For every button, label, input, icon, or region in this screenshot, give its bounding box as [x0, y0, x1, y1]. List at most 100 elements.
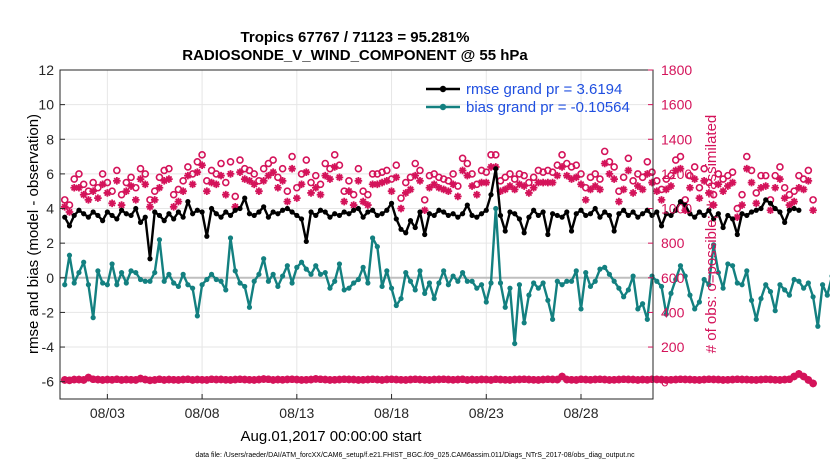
rmse-point [516, 216, 523, 222]
obs-assimilated-marker [771, 183, 779, 192]
obs-assimilated-marker [117, 376, 126, 384]
obs-assimilated-marker [473, 190, 481, 199]
rmse-point [649, 212, 655, 219]
rmse-point [450, 211, 456, 217]
rmse-point [85, 214, 92, 220]
rmse-point [540, 209, 546, 215]
obs-possible-marker [776, 163, 784, 171]
bias-point [639, 301, 646, 307]
obs-assimilated-marker [520, 375, 528, 384]
bias-point [763, 282, 769, 288]
bias-point [625, 287, 631, 293]
y2-axis-label: # of obs: o=possible; ∗=assimilated [703, 115, 720, 354]
obs-assimilated-marker [539, 178, 547, 187]
rmse-point [66, 223, 73, 229]
rmse-point [777, 209, 783, 215]
bias-point [317, 271, 324, 277]
obs-assimilated-marker [681, 375, 690, 384]
bias-point [602, 264, 608, 270]
bias-point [677, 263, 684, 269]
obs-assimilated-marker [544, 178, 552, 187]
obs-possible-marker [667, 171, 675, 180]
rmse-point [663, 211, 669, 217]
obs-assimilated-marker [392, 375, 401, 384]
rmse-point [767, 200, 774, 206]
bias-point [772, 308, 778, 314]
obs-assimilated-marker [250, 376, 258, 384]
obs-assimilated-marker [662, 376, 671, 384]
obs-assimilated-marker [671, 375, 680, 384]
rmse-point [474, 214, 480, 220]
bias-point [673, 276, 679, 283]
rmse-point [355, 205, 361, 212]
obs-possible-marker [179, 177, 187, 185]
rmse-point [639, 211, 646, 217]
rmse-point [175, 209, 182, 215]
obs-assimilated-marker [430, 375, 438, 384]
obs-assimilated-marker [548, 375, 557, 384]
obs-assimilated-marker [425, 183, 434, 192]
obs-assimilated-marker [496, 375, 505, 384]
rmse-point [583, 212, 589, 219]
chart-title: Tropics 67767 / 71123 = 95.281% [241, 29, 470, 46]
obs-possible-marker [506, 170, 514, 178]
obs-assimilated-marker [652, 187, 661, 196]
obs-possible-marker [804, 166, 813, 175]
bias-point [100, 280, 106, 286]
obs-assimilated-marker [65, 376, 74, 385]
bias-point [370, 235, 376, 241]
y-tick-label: -2 [42, 304, 55, 320]
obs-possible-marker [207, 166, 216, 175]
obs-possible-marker [330, 151, 339, 159]
bias-point [587, 283, 594, 290]
bias-point [90, 315, 96, 321]
rmse-point [687, 211, 693, 217]
obs-possible-marker [572, 161, 581, 170]
rmse-point [360, 214, 366, 220]
rmse-point [526, 214, 532, 220]
obs-possible-marker [349, 190, 358, 199]
rmse-point [464, 202, 470, 208]
obs-assimilated-marker [364, 375, 372, 384]
obs-assimilated-marker [439, 375, 448, 384]
bias-point [422, 290, 428, 296]
obs-assimilated-marker [226, 376, 235, 384]
obs-possible-marker [752, 189, 761, 197]
obs-assimilated-marker [733, 213, 742, 221]
bias-point [573, 268, 579, 274]
x-tick-label: 08/18 [374, 405, 409, 421]
bias-point [227, 235, 234, 241]
obs-assimilated-marker [562, 375, 571, 384]
obs-assimilated-marker [160, 177, 169, 185]
obs-assimilated-marker [79, 190, 88, 199]
rmse-point [554, 212, 560, 219]
rmse-point [398, 226, 404, 232]
bias-point [270, 271, 276, 277]
bias-point [81, 259, 87, 265]
obs-assimilated-marker [283, 197, 292, 206]
obs-assimilated-marker [113, 177, 121, 185]
rmse-point [100, 218, 106, 224]
obs-assimilated-marker [790, 197, 798, 206]
obs-assimilated-marker [477, 375, 486, 384]
obs-assimilated-marker [496, 187, 505, 196]
obs-assimilated-marker [785, 375, 794, 384]
obs-assimilated-marker [117, 201, 126, 209]
obs-possible-marker [757, 171, 765, 180]
rmse-point [270, 209, 276, 215]
bias-point [805, 280, 811, 286]
rmse-point [152, 209, 158, 215]
rmse-point [62, 214, 68, 220]
rmse-point [459, 211, 466, 217]
rmse-point [161, 218, 167, 224]
obs-assimilated-marker [799, 185, 808, 194]
obs-assimilated-marker [686, 183, 694, 192]
bias-point [265, 278, 272, 284]
obs-assimilated-marker [255, 375, 263, 384]
obs-assimilated-marker [420, 375, 429, 384]
obs-assimilated-marker [510, 375, 519, 384]
rmse-point [606, 212, 613, 219]
obs-assimilated-marker [624, 375, 633, 384]
obs-assimilated-marker [321, 375, 330, 384]
obs-assimilated-marker [591, 182, 600, 190]
